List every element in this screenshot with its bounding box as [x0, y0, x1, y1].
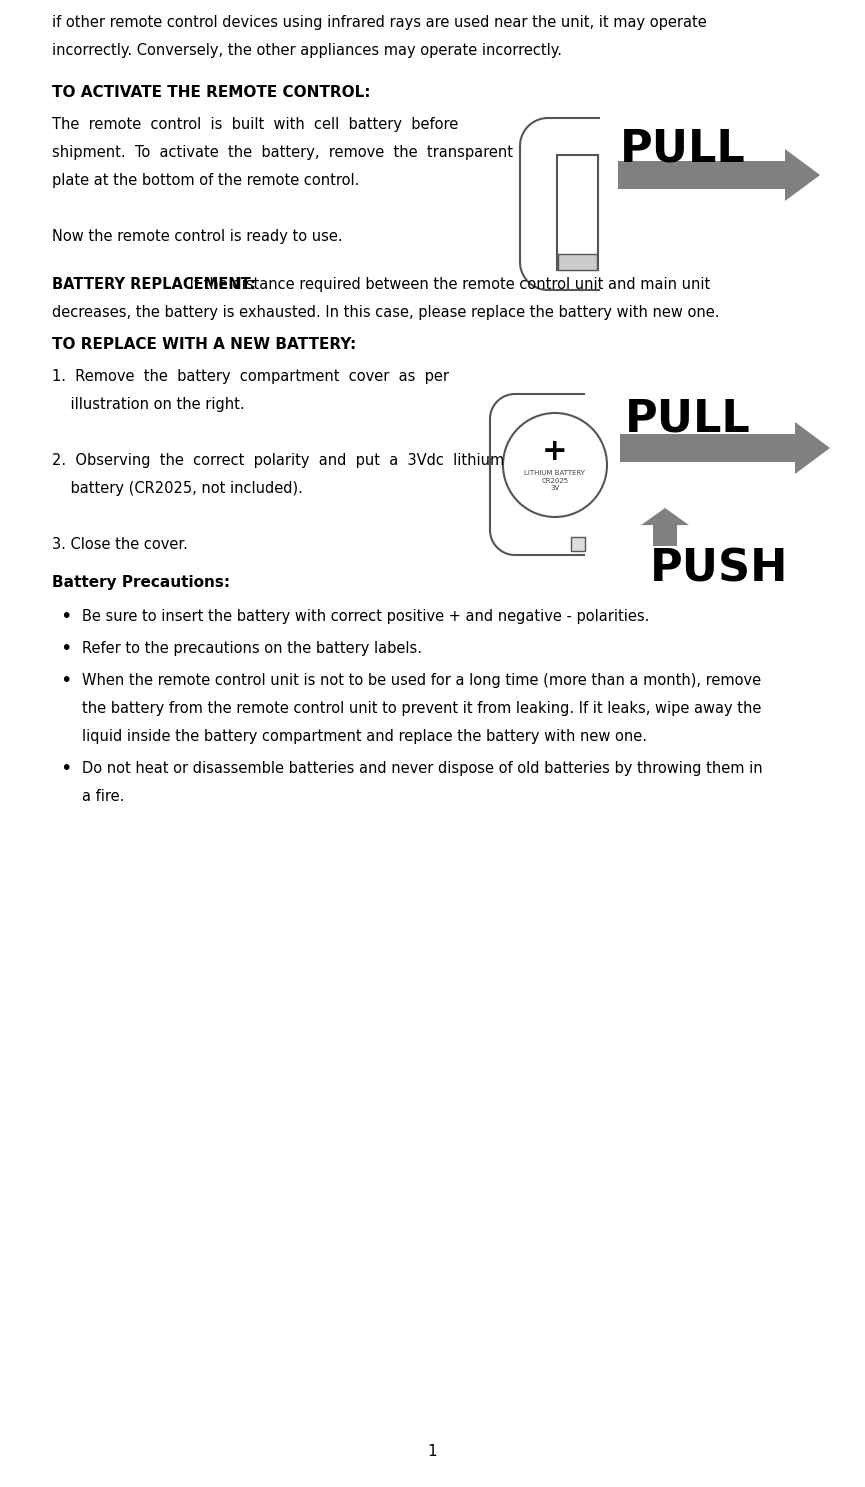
Text: •: • [60, 607, 72, 626]
Text: Battery Precautions:: Battery Precautions: [52, 575, 230, 590]
Text: LITHIUM BATTERY: LITHIUM BATTERY [524, 470, 586, 476]
Text: Do not heat or disassemble batteries and never dispose of old batteries by throw: Do not heat or disassemble batteries and… [82, 761, 763, 776]
Text: +: + [542, 437, 567, 465]
Text: illustration on the right.: illustration on the right. [52, 397, 245, 412]
Text: battery (CR2025, not included).: battery (CR2025, not included). [52, 480, 303, 497]
Text: CR2025: CR2025 [541, 477, 568, 483]
Text: 1.  Remove  the  battery  compartment  cover  as  per: 1. Remove the battery compartment cover … [52, 369, 449, 384]
Text: decreases, the battery is exhausted. In this case, please replace the battery wi: decreases, the battery is exhausted. In … [52, 305, 720, 320]
Text: BATTERY REPLACEMENT:: BATTERY REPLACEMENT: [52, 277, 256, 291]
Text: if other remote control devices using infrared rays are used near the unit, it m: if other remote control devices using in… [52, 15, 707, 30]
Text: If the distance required between the remote control unit and main unit: If the distance required between the rem… [185, 277, 710, 291]
Bar [557, 155, 598, 271]
Text: shipment.  To  activate  the  battery,  remove  the  transparent: shipment. To activate the battery, remov… [52, 146, 513, 161]
Text: •: • [60, 671, 72, 690]
Polygon shape [620, 422, 830, 474]
Circle shape [503, 413, 607, 517]
Text: incorrectly. Conversely, the other appliances may operate incorrectly.: incorrectly. Conversely, the other appli… [52, 43, 562, 58]
Text: 2.  Observing  the  correct  polarity  and  put  a  3Vdc  lithium: 2. Observing the correct polarity and pu… [52, 454, 504, 468]
Text: a fire.: a fire. [82, 790, 125, 804]
Text: Now the remote control is ready to use.: Now the remote control is ready to use. [52, 229, 343, 244]
Text: When the remote control unit is not to be used for a long time (more than a mont: When the remote control unit is not to b… [82, 674, 761, 688]
Text: the battery from the remote control unit to prevent it from leaking. If it leaks: the battery from the remote control unit… [82, 700, 761, 717]
Bar [558, 254, 597, 271]
Polygon shape [618, 149, 820, 201]
Text: •: • [60, 638, 72, 657]
Text: •: • [60, 758, 72, 778]
Text: PUSH: PUSH [650, 549, 789, 590]
Bar [571, 537, 585, 552]
Polygon shape [641, 509, 689, 546]
Text: The  remote  control  is  built  with  cell  battery  before: The remote control is built with cell ba… [52, 117, 458, 132]
Text: 3. Close the cover.: 3. Close the cover. [52, 537, 188, 552]
Text: liquid inside the battery compartment and replace the battery with new one.: liquid inside the battery compartment an… [82, 729, 647, 744]
Text: PULL: PULL [625, 399, 751, 442]
Text: 1: 1 [427, 1444, 437, 1459]
Text: 3V: 3V [550, 485, 560, 491]
Text: Refer to the precautions on the battery labels.: Refer to the precautions on the battery … [82, 641, 422, 656]
Text: PULL: PULL [620, 128, 746, 171]
Text: plate at the bottom of the remote control.: plate at the bottom of the remote contro… [52, 172, 359, 187]
Text: TO ACTIVATE THE REMOTE CONTROL:: TO ACTIVATE THE REMOTE CONTROL: [52, 85, 370, 100]
Text: Be sure to insert the battery with correct positive + and negative - polarities.: Be sure to insert the battery with corre… [82, 610, 650, 625]
Text: TO REPLACE WITH A NEW BATTERY:: TO REPLACE WITH A NEW BATTERY: [52, 338, 356, 352]
